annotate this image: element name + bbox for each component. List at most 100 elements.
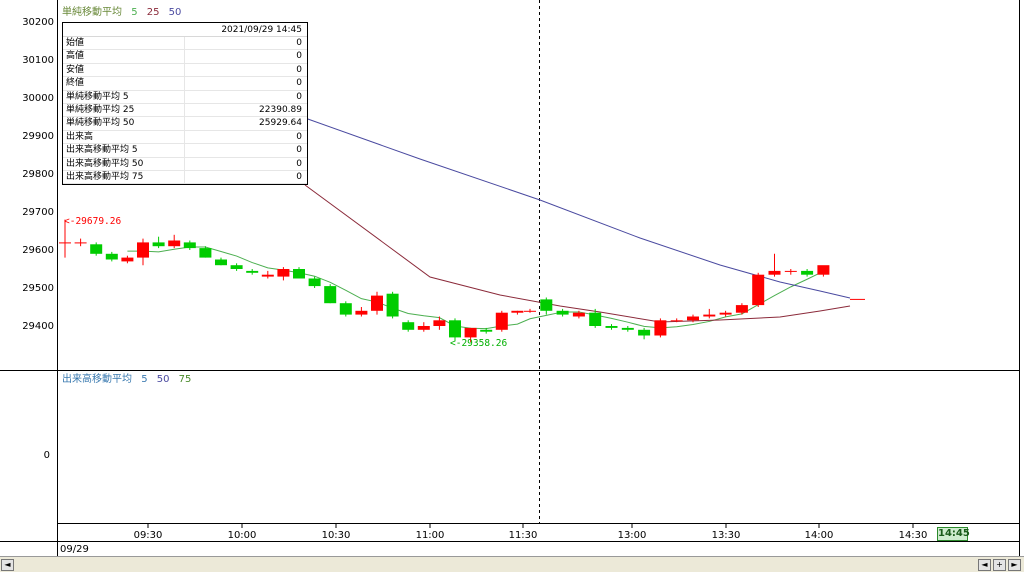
candle	[386, 291, 399, 319]
candle	[670, 318, 683, 323]
volume-y-tick: 0	[44, 450, 50, 461]
candle	[261, 270, 274, 279]
candle	[246, 269, 259, 275]
candle	[556, 308, 569, 317]
high-label: <-29679.26	[64, 216, 121, 227]
info-row: 単純移動平均 25 22390.89	[63, 103, 307, 118]
candle	[605, 324, 618, 330]
info-row: 単純移動平均 50 25929.64	[63, 117, 307, 131]
candles	[59, 219, 865, 342]
info-row-label: 出来高	[66, 130, 185, 144]
candle	[293, 267, 305, 279]
data-window: 2021/09/29 14:45 始値 0 高値 0 安値 0 終値 0 単純移動平均 5 0 単純…	[62, 22, 308, 186]
info-row-label: 単純移動平均 50	[66, 117, 185, 130]
candle	[449, 318, 461, 342]
candle	[752, 272, 765, 307]
info-row: 始値 0	[63, 37, 307, 51]
candle	[339, 301, 352, 317]
date-label: 09/29	[60, 544, 89, 555]
scroll-right-button[interactable]: +	[993, 559, 1006, 571]
candle	[511, 310, 524, 315]
candle	[277, 267, 290, 281]
info-row: 出来高移動平均 50 0	[63, 157, 307, 171]
x-tick-label: 13:00	[618, 530, 647, 541]
info-row-label: 安値	[66, 63, 185, 77]
info-row-value: 0	[296, 158, 302, 169]
scroll-forward-button[interactable]: ►	[1008, 559, 1021, 571]
info-row-label: 始値	[66, 37, 185, 50]
volume-indicator-title: 出来高移動平均 5 50 75	[62, 372, 191, 385]
y-tick-label: 29700	[22, 207, 54, 218]
info-row-value: 0	[296, 78, 302, 89]
candle	[230, 263, 243, 271]
candle	[74, 238, 87, 247]
ma50-line	[304, 117, 851, 299]
x-axis: 09:30 10:00 10:30 11:00 11:30 13:00 13:30 14:00…	[134, 523, 928, 541]
y-tick-label: 29800	[22, 169, 54, 180]
candle	[152, 236, 165, 249]
info-row-value: 0	[296, 91, 302, 102]
candle	[464, 327, 477, 342]
candle	[168, 234, 181, 249]
candle	[817, 265, 830, 277]
candle	[654, 318, 667, 338]
candle	[589, 308, 602, 328]
info-row-label: 出来高移動平均 5	[66, 144, 185, 157]
candle	[524, 308, 536, 313]
candle	[495, 310, 508, 332]
candle	[417, 322, 430, 332]
x-tick-label: 14:30	[899, 530, 928, 541]
x-tick-label: 10:30	[322, 530, 351, 541]
horizontal-scrollbar[interactable]: ◄ ◄ + ►	[0, 556, 1024, 572]
candle	[121, 255, 134, 264]
info-row-value: 22390.89	[259, 104, 302, 115]
candle	[355, 307, 368, 317]
info-row-label: 出来高移動平均 50	[66, 157, 185, 170]
x-tick-label: 11:30	[509, 530, 538, 541]
candle	[308, 276, 321, 288]
candle	[703, 308, 716, 319]
candle	[324, 284, 337, 304]
info-row-value: 0	[296, 171, 302, 182]
info-row-value: 0	[296, 64, 302, 75]
y-tick-label: 30100	[22, 55, 54, 66]
candle	[572, 310, 585, 319]
info-row-value: 0	[296, 145, 302, 156]
info-row: 単純移動平均 5 0	[63, 90, 307, 104]
y-tick-label: 29600	[22, 245, 54, 256]
info-row-label: 単純移動平均 25	[66, 103, 185, 117]
candle	[768, 253, 781, 277]
info-row: 安値 0	[63, 63, 307, 78]
info-row-value: 0	[296, 131, 302, 142]
candle	[719, 310, 732, 317]
y-tick-label: 29900	[22, 131, 54, 142]
candle	[371, 291, 383, 315]
candle	[687, 314, 699, 323]
high-low-annotations: <-29679.26 <-29358.26	[64, 216, 507, 349]
info-timestamp: 2021/09/29 14:45	[63, 23, 307, 37]
y-axis: 30200 30100 30000 29900 29800 29700 29600 29500…	[22, 17, 54, 332]
candle	[540, 297, 553, 315]
ma25-line	[304, 184, 851, 323]
scroll-end-button[interactable]: ◄	[978, 559, 991, 571]
info-row: 出来高移動平均 5 0	[63, 144, 307, 158]
low-label: <-29358.26	[450, 338, 507, 349]
candle	[215, 257, 227, 266]
info-row-label: 高値	[66, 50, 185, 63]
candle	[638, 327, 651, 340]
y-tick-label: 29400	[22, 321, 54, 332]
candle	[183, 240, 196, 250]
x-tick-label: 09:30	[134, 530, 163, 541]
info-row-label: 終値	[66, 77, 185, 90]
info-row: 出来高 0	[63, 130, 307, 145]
x-tick-label: 11:00	[416, 530, 445, 541]
info-row-value: 0	[296, 51, 302, 62]
scroll-left-button[interactable]: ◄	[1, 559, 14, 571]
candle	[735, 303, 748, 315]
candle	[137, 238, 149, 266]
candle	[90, 242, 103, 256]
candle	[59, 219, 71, 258]
info-row-label: 単純移動平均 5	[66, 90, 185, 103]
x-tick-label: 10:00	[228, 530, 257, 541]
candle	[621, 326, 634, 332]
